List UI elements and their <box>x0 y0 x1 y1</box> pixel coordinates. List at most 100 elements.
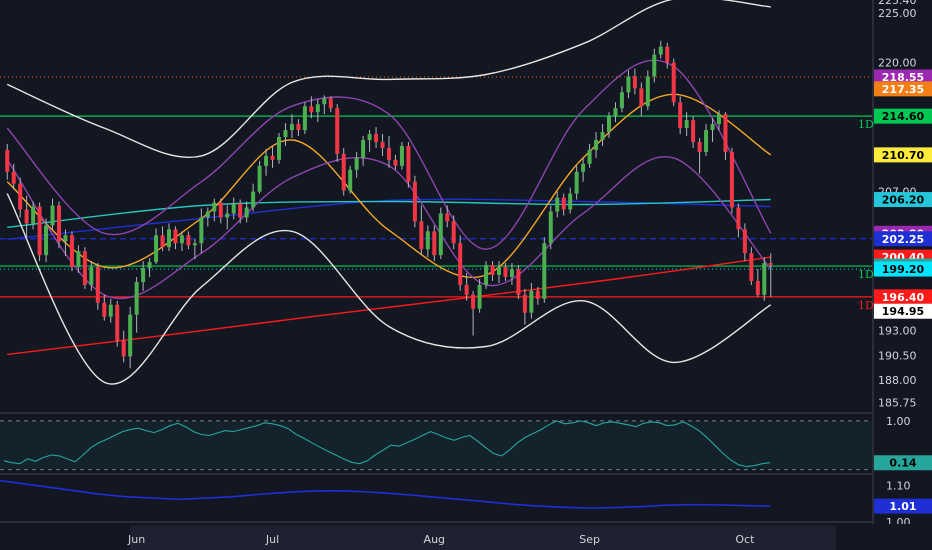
candle-body <box>445 213 450 222</box>
candle-body <box>147 262 152 269</box>
candle-body <box>115 304 120 341</box>
candle-body <box>632 76 637 89</box>
price-tick-label: 188.00 <box>878 374 917 387</box>
candle-body <box>529 290 534 313</box>
candle-body <box>645 76 650 107</box>
candle-body <box>296 124 301 131</box>
indicator-line <box>7 256 771 356</box>
price-badge <box>874 69 932 85</box>
candle-body <box>218 202 223 218</box>
candle-body <box>594 139 599 150</box>
candle-body <box>606 116 612 133</box>
candle-body <box>458 243 463 285</box>
candle-body <box>516 269 521 295</box>
candle-body <box>749 253 754 281</box>
candle-body <box>102 302 107 317</box>
price-badge <box>874 261 932 277</box>
candle-body <box>471 294 476 309</box>
candle-body <box>548 211 553 244</box>
candle-body <box>723 114 728 152</box>
time-tick-label: Oct <box>735 533 755 546</box>
candle-body <box>121 340 126 357</box>
time-tick-label: Jul <box>265 533 279 546</box>
price-tick-label: 220.00 <box>878 57 917 70</box>
candle-body <box>768 263 773 266</box>
candle-body <box>128 314 133 357</box>
candle-body <box>205 211 210 218</box>
price-badge-label: 194.95 <box>882 305 924 318</box>
time-range-highlight <box>130 526 836 550</box>
candle-body <box>380 141 385 148</box>
candles <box>5 40 773 369</box>
candle-body <box>283 130 288 138</box>
level-tag: 1D <box>858 268 874 281</box>
candle-body <box>95 267 100 303</box>
candle-body <box>374 134 379 142</box>
candle-body <box>697 141 702 152</box>
candle-body <box>108 304 113 317</box>
candle-body <box>270 155 275 160</box>
candle-body <box>587 149 592 164</box>
oscillator-line <box>3 420 771 468</box>
candle-body <box>141 268 146 282</box>
candle-body <box>451 221 456 244</box>
oscillator-tick-label: 1.00 <box>886 415 911 428</box>
indicator-lines <box>6 0 772 385</box>
time-tick-label: Jun <box>127 533 145 546</box>
candle-body <box>322 98 327 105</box>
candle-body <box>665 46 670 63</box>
lower-indicator-line <box>0 479 771 509</box>
candle-body <box>24 209 29 224</box>
candle-body <box>11 171 16 184</box>
candle-body <box>328 98 333 109</box>
candle-body <box>251 191 256 208</box>
candle-body <box>671 62 676 103</box>
time-tick-label: Aug <box>424 533 445 546</box>
price-badges: 218.55217.35214.60210.70206.20202.80202.… <box>874 69 932 514</box>
candle-body <box>341 153 346 191</box>
price-tick-label: 185.75 <box>878 397 917 410</box>
candle-body <box>503 267 508 277</box>
candle-body <box>264 155 269 166</box>
level-tag: 1D <box>858 118 874 131</box>
candle-body <box>399 145 404 166</box>
candle-body <box>89 267 94 285</box>
candle-body <box>309 106 314 113</box>
grid <box>0 0 874 550</box>
candle-body <box>76 251 81 268</box>
candle-body <box>658 46 663 55</box>
candle-body <box>225 213 230 218</box>
price-badge <box>874 81 932 97</box>
indicator-line <box>6 193 772 385</box>
candle-body <box>729 151 734 208</box>
candle-body <box>438 213 443 256</box>
price-badge-label: 196.40 <box>882 291 925 304</box>
price-tick-label: 225.40 <box>878 0 917 7</box>
candle-body <box>231 203 236 214</box>
candle-body <box>56 205 62 242</box>
price-tick-label: 193.00 <box>878 325 917 338</box>
candle-body <box>464 284 469 295</box>
candle-body <box>762 263 767 295</box>
candle-body <box>44 225 49 256</box>
candle-body <box>600 132 605 140</box>
price-badge <box>874 231 932 247</box>
candle-body <box>755 280 760 295</box>
candle-body <box>484 265 489 285</box>
price-badge-label: 210.70 <box>882 149 925 162</box>
candle-body <box>639 88 644 107</box>
candle-body <box>555 197 560 212</box>
price-badge <box>874 303 932 319</box>
indicator-line <box>6 0 771 158</box>
time-axis[interactable]: Jun Jul Aug Sep Oct <box>0 524 932 550</box>
candle-body <box>302 106 307 131</box>
candle-body <box>581 163 586 172</box>
candle-body <box>535 290 540 299</box>
candle-body <box>568 193 573 210</box>
lower-indicator-badge <box>874 498 932 514</box>
price-badge-label: 202.25 <box>882 233 924 246</box>
candle-body <box>276 137 282 160</box>
candle-body <box>561 197 566 210</box>
candle-body <box>542 243 547 299</box>
